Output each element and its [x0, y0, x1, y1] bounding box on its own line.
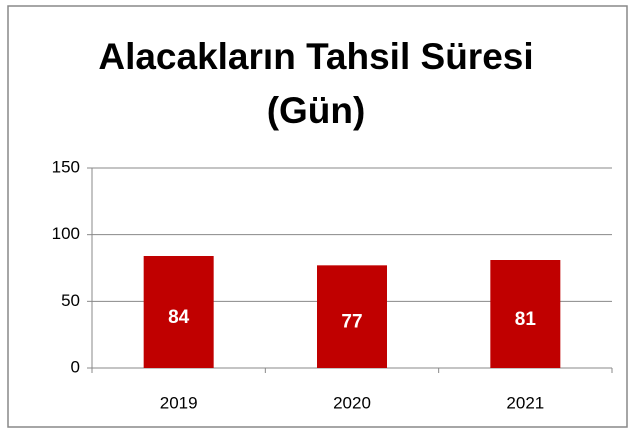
y-tick-label: 50 — [61, 291, 80, 310]
x-tick-label: 2019 — [160, 393, 198, 412]
data-label: 84 — [168, 307, 190, 328]
x-tick-label: 2020 — [333, 393, 371, 412]
data-label: 81 — [515, 309, 537, 330]
y-tick-label: 100 — [52, 224, 80, 243]
bar — [143, 256, 214, 368]
chart-title: Alacakların Tahsil Süresi (Gün) — [98, 36, 534, 131]
y-tick-label: 0 — [71, 357, 80, 376]
x-tick-label: 2021 — [506, 393, 544, 412]
y-tick-label: 150 — [52, 157, 80, 176]
data-label: 77 — [341, 312, 362, 333]
bar — [490, 260, 561, 368]
bar — [317, 265, 387, 368]
